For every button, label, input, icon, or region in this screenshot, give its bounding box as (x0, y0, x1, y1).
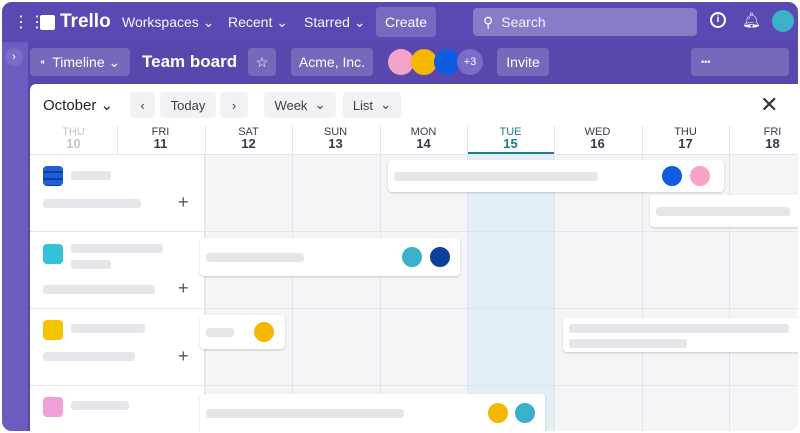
assignee-avatar[interactable] (688, 164, 712, 188)
day-number: 14 (416, 136, 431, 151)
timeline-card[interactable] (563, 318, 798, 352)
day-number: 11 (153, 136, 168, 151)
day-of-week: FRI (763, 126, 782, 138)
day-of-week: THU (674, 126, 697, 138)
day-header: FRI 11 (117, 126, 204, 150)
day-of-week: TUE (499, 126, 522, 138)
prev-button[interactable]: ‹ (130, 92, 155, 118)
timeline-card[interactable] (650, 195, 798, 227)
day-header: SAT 12 (205, 126, 292, 150)
month-selector[interactable]: October ⌄ (43, 97, 114, 114)
timeline-card[interactable] (200, 394, 545, 431)
day-number: 18 (765, 136, 780, 151)
day-of-week: FRI (151, 126, 170, 138)
member-overflow-count[interactable]: +3 (457, 49, 483, 75)
sidebar-collapsed: › (2, 42, 28, 431)
day-header: TUE 15 (467, 126, 554, 150)
day-header: SUN 13 (292, 126, 379, 150)
day-number: 13 (328, 136, 343, 151)
day-number: 12 (241, 136, 256, 151)
day-header: WED 16 (554, 126, 641, 150)
member-avatar[interactable] (411, 49, 437, 75)
search-input[interactable]: ⚲ Search (473, 8, 697, 36)
assignee-avatar[interactable] (428, 245, 452, 269)
day-number: 15 (503, 136, 518, 151)
day-of-week: SUN (323, 126, 348, 138)
day-of-week: THU (62, 126, 85, 138)
day-divider (467, 126, 468, 431)
next-button[interactable]: › (220, 92, 248, 118)
nav-recent[interactable]: Recent ⌄ (228, 14, 288, 30)
day-number: 17 (678, 136, 693, 151)
trello-logo[interactable]: Trello (40, 11, 111, 33)
day-of-week: MON (410, 126, 437, 138)
day-header: MON 14 (380, 126, 467, 150)
board-title[interactable]: Team board (142, 52, 238, 71)
day-divider (729, 126, 730, 431)
invite-button[interactable]: Invite (497, 48, 549, 76)
card-cover-icon-yellow (43, 320, 63, 340)
today-column (467, 155, 554, 431)
assignee-avatar[interactable] (400, 245, 424, 269)
assignee-avatar[interactable] (252, 320, 276, 344)
star-button[interactable]: ☆ (248, 48, 276, 76)
info-icon[interactable]: i (710, 12, 726, 28)
day-number: 10 (66, 136, 81, 151)
day-divider (642, 126, 643, 431)
top-bar: ⋮⋮ Trello Workspaces ⌄ Recent ⌄ Starred … (2, 2, 798, 42)
day-header: THU 17 (642, 126, 729, 150)
view-switcher[interactable]: ⁌ Timeline ⌄ (30, 48, 130, 76)
nav-workspaces[interactable]: Workspaces ⌄ (122, 14, 215, 30)
member-avatar[interactable] (388, 49, 414, 75)
timeline-panel: October ⌄ ‹ Today › Week ⌄ List ⌄ ✕ THU 1… (30, 84, 798, 431)
user-avatar[interactable] (772, 10, 794, 32)
search-icon: ⚲ (483, 13, 494, 30)
apps-grid-icon[interactable]: ⋮⋮ (13, 14, 45, 31)
today-button[interactable]: Today (160, 92, 216, 118)
day-header: THU 10 (30, 126, 117, 150)
bell-icon[interactable]: 🔔︎ (742, 12, 762, 29)
add-card-button[interactable]: + (178, 192, 189, 212)
scale-dropdown[interactable]: Week ⌄ (264, 92, 336, 118)
nav-starred[interactable]: Starred ⌄ (304, 14, 366, 30)
expand-sidebar-button[interactable]: › (5, 48, 23, 66)
trello-logo-icon (40, 14, 55, 30)
timeline-card[interactable] (200, 315, 285, 349)
create-button[interactable]: Create (376, 7, 436, 37)
card-cover-icon-pink (43, 397, 63, 417)
day-divider (554, 126, 555, 431)
board-members[interactable]: +3 (388, 48, 498, 76)
today-underline (467, 152, 554, 155)
day-divider (292, 126, 293, 431)
close-icon[interactable]: ✕ (760, 92, 779, 117)
card-cover-icon-teal (43, 244, 63, 264)
day-of-week: WED (584, 126, 611, 138)
mode-dropdown[interactable]: List ⌄ (343, 92, 401, 118)
card-cover-icon-blue (43, 166, 63, 186)
day-divider (380, 126, 381, 431)
workspace-button[interactable]: Acme, Inc. (291, 48, 373, 76)
day-of-week: SAT (238, 126, 259, 138)
day-divider (205, 126, 206, 431)
app-name: Trello (60, 11, 111, 32)
member-avatar[interactable] (434, 49, 460, 75)
more-menu-button[interactable]: ••• (691, 48, 789, 76)
day-header: FRI 18 (729, 126, 798, 150)
assignee-avatar[interactable] (660, 164, 684, 188)
assignee-avatar[interactable] (486, 401, 510, 425)
add-card-button[interactable]: + (178, 278, 189, 298)
add-card-button[interactable]: + (178, 346, 189, 366)
day-number: 16 (590, 136, 605, 151)
timeline-icon: ⁌ (39, 56, 46, 69)
assignee-avatar[interactable] (513, 401, 537, 425)
timeline-card[interactable] (200, 238, 460, 276)
timeline-card[interactable] (388, 160, 724, 192)
